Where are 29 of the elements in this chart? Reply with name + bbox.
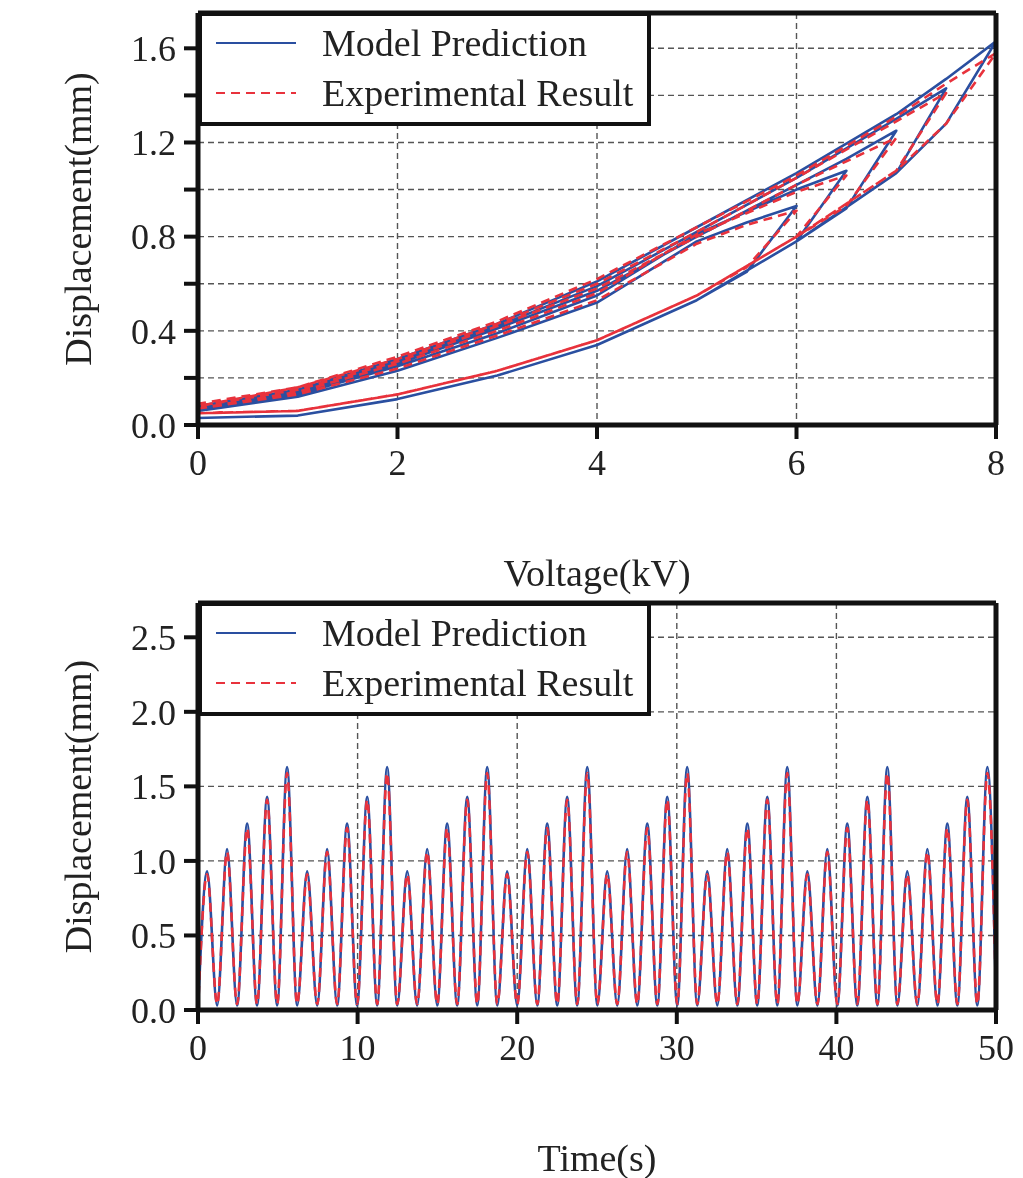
x-tick-label: 30 xyxy=(658,1027,695,1068)
y-tick-label: 0.0 xyxy=(131,990,176,1031)
y-tick-label: 0.0 xyxy=(131,405,176,446)
y-tick-label: 0.5 xyxy=(131,916,176,957)
y-axis-title: Displacement(mm) xyxy=(57,659,101,954)
y-tick-label: 2.5 xyxy=(131,618,176,659)
legend-label: Experimental Result xyxy=(322,661,634,705)
y-tick-label: 1.0 xyxy=(131,841,176,882)
x-tick-label: 0 xyxy=(189,1027,207,1068)
x-tick-label: 8 xyxy=(987,442,1005,483)
x-tick-label: 6 xyxy=(787,442,806,483)
x-axis-title: Voltage(kV) xyxy=(503,552,691,595)
x-tick-label: 50 xyxy=(978,1027,1014,1068)
legend-label: Experimental Result xyxy=(322,71,634,115)
legend-label: Model Prediction xyxy=(322,611,587,655)
x-tick-label: 4 xyxy=(588,442,606,483)
y-tick-label: 1.5 xyxy=(131,767,176,808)
y-tick-label: 0.8 xyxy=(131,217,176,258)
x-tick-label: 40 xyxy=(818,1027,855,1068)
x-tick-label: 10 xyxy=(339,1027,376,1068)
y-tick-label: 1.6 xyxy=(131,29,176,70)
x-tick-label: 0 xyxy=(189,442,207,483)
x-tick-label: 20 xyxy=(499,1027,536,1068)
y-axis-title: Displacement(mm) xyxy=(57,72,101,366)
legend-label: Model Prediction xyxy=(322,21,587,65)
y-tick-label: 0.4 xyxy=(131,311,176,352)
y-tick-label: 2.0 xyxy=(131,692,176,733)
x-tick-label: 2 xyxy=(388,442,407,483)
y-tick-label: 1.2 xyxy=(131,123,176,164)
